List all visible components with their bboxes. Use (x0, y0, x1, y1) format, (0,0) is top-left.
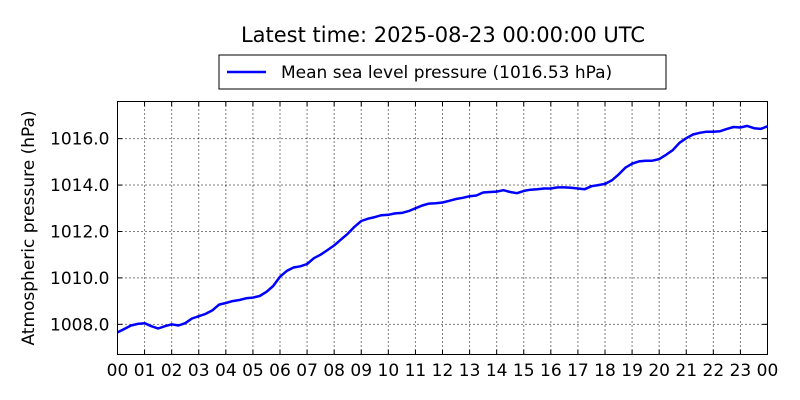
x-tick-label: 15 (513, 361, 535, 381)
x-tick-label: 13 (459, 361, 481, 381)
x-tick-label: 18 (594, 361, 616, 381)
y-axis-label: Atmospheric pressure (hPa) (19, 110, 39, 345)
y-tick-label: 1014.0 (50, 176, 109, 196)
y-tick-label: 1008.0 (50, 315, 109, 335)
y-tick-label: 1012.0 (50, 222, 109, 242)
legend-box (218, 54, 667, 90)
x-tick-label: 19 (621, 361, 643, 381)
chart-title: Latest time: 2025-08-23 00:00:00 UTC (241, 23, 645, 47)
legend-label: Mean sea level pressure (1016.53 hPa) (281, 63, 612, 83)
x-tick-label: 07 (296, 361, 318, 381)
y-tick-label: 1016.0 (50, 130, 109, 150)
grid-lines (117, 101, 768, 355)
x-tick-label: 05 (242, 361, 264, 381)
x-tick-label: 01 (134, 361, 156, 381)
x-tick-label: 23 (730, 361, 752, 381)
x-tick-label: 00 (107, 361, 129, 381)
x-tick-label: 11 (405, 361, 427, 381)
x-tick-label: 21 (675, 361, 697, 381)
x-tick-label: 22 (703, 361, 725, 381)
x-tick-label: 17 (567, 361, 589, 381)
x-tick-label: 14 (486, 361, 508, 381)
plot-frame (117, 101, 768, 355)
x-tick-label: 08 (323, 361, 345, 381)
series-line (116, 124, 768, 334)
x-tick-label: 06 (269, 361, 291, 381)
x-tick-label: 03 (188, 361, 210, 381)
y-tick-label: 1010.0 (50, 269, 109, 289)
x-tick-label: 16 (540, 361, 562, 381)
x-tick-label: 12 (432, 361, 454, 381)
legend: Mean sea level pressure (1016.53 hPa) (218, 54, 667, 90)
x-tick-label: 00 (757, 361, 779, 381)
series-layer (116, 124, 768, 334)
ticks: 00 01 02 03 04 05 06 07 08 09 10 11 12 13 14 15 16 17 18 19… (50, 101, 779, 381)
x-tick-label: 09 (350, 361, 372, 381)
x-tick-label: 10 (378, 361, 400, 381)
x-tick-label: 20 (648, 361, 670, 381)
x-tick-label: 04 (215, 361, 237, 381)
x-tick-label: 02 (161, 361, 183, 381)
